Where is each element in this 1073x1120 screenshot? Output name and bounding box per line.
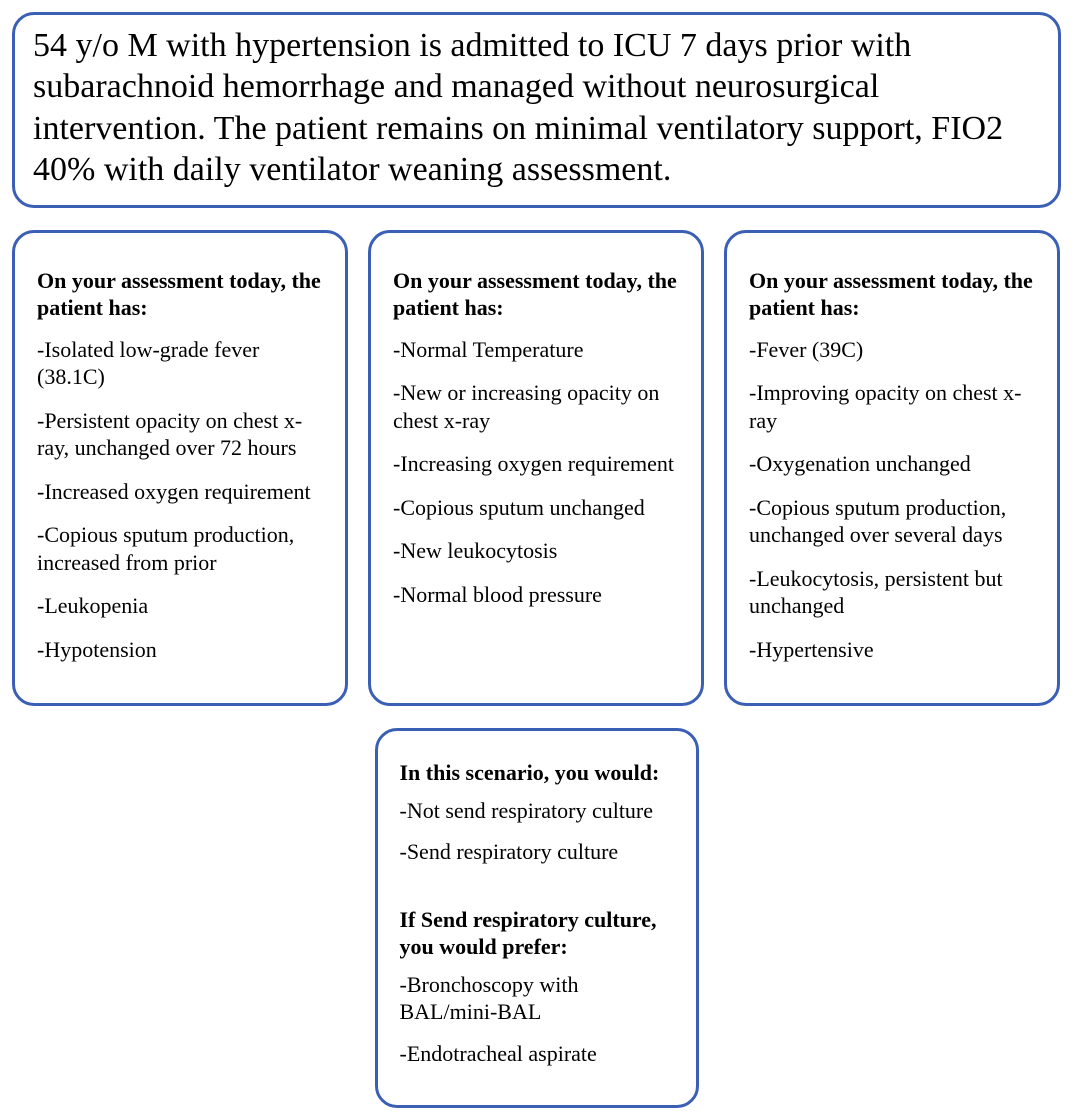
spacer <box>400 880 674 906</box>
card-item: -Oxygenation unchanged <box>749 450 1035 478</box>
card-item: -Normal blood pressure <box>393 581 679 609</box>
card-item: -Increasing oxygen requirement <box>393 450 679 478</box>
card-heading: On your assessment today, the patient ha… <box>749 267 1035 322</box>
clinical-stem-text: 54 y/o M with hypertension is admitted t… <box>33 27 1003 188</box>
card-item: -Leukocytosis, persistent but unchanged <box>749 565 1035 620</box>
decision-option: -Bronchoscopy with BAL/mini-BAL <box>400 971 674 1026</box>
card-item: -Isolated low-grade fever (38.1C) <box>37 336 323 391</box>
decision-heading-2: If Send respiratory culture, you would p… <box>400 906 674 961</box>
card-item: -Normal Temperature <box>393 336 679 364</box>
card-item: -Copious sputum production, unchanged ov… <box>749 494 1035 549</box>
decision-box: In this scenario, you would: -Not send r… <box>375 728 699 1108</box>
assessment-card-2: On your assessment today, the patient ha… <box>368 230 704 707</box>
card-item: -Hypotension <box>37 636 323 664</box>
card-heading: On your assessment today, the patient ha… <box>393 267 679 322</box>
decision-heading-1: In this scenario, you would: <box>400 759 674 787</box>
card-item: -Leukopenia <box>37 592 323 620</box>
card-item: -New or increasing opacity on chest x-ra… <box>393 379 679 434</box>
card-item: -Hypertensive <box>749 636 1035 664</box>
assessment-card-3: On your assessment today, the patient ha… <box>724 230 1060 707</box>
card-item: -Improving opacity on chest x-ray <box>749 379 1035 434</box>
card-heading: On your assessment today, the patient ha… <box>37 267 323 322</box>
clinical-stem-box: 54 y/o M with hypertension is admitted t… <box>12 12 1061 208</box>
decision-option: -Not send respiratory culture <box>400 797 674 825</box>
card-item: -Persistent opacity on chest x-ray, unch… <box>37 407 323 462</box>
card-item: -Copious sputum unchanged <box>393 494 679 522</box>
assessment-row: On your assessment today, the patient ha… <box>12 230 1061 707</box>
card-item: -Increased oxygen requirement <box>37 478 323 506</box>
assessment-card-1: On your assessment today, the patient ha… <box>12 230 348 707</box>
card-item: -New leukocytosis <box>393 537 679 565</box>
decision-row: In this scenario, you would: -Not send r… <box>12 728 1061 1108</box>
decision-option: -Send respiratory culture <box>400 838 674 866</box>
card-item: -Fever (39C) <box>749 336 1035 364</box>
card-item: -Copious sputum production, increased fr… <box>37 521 323 576</box>
